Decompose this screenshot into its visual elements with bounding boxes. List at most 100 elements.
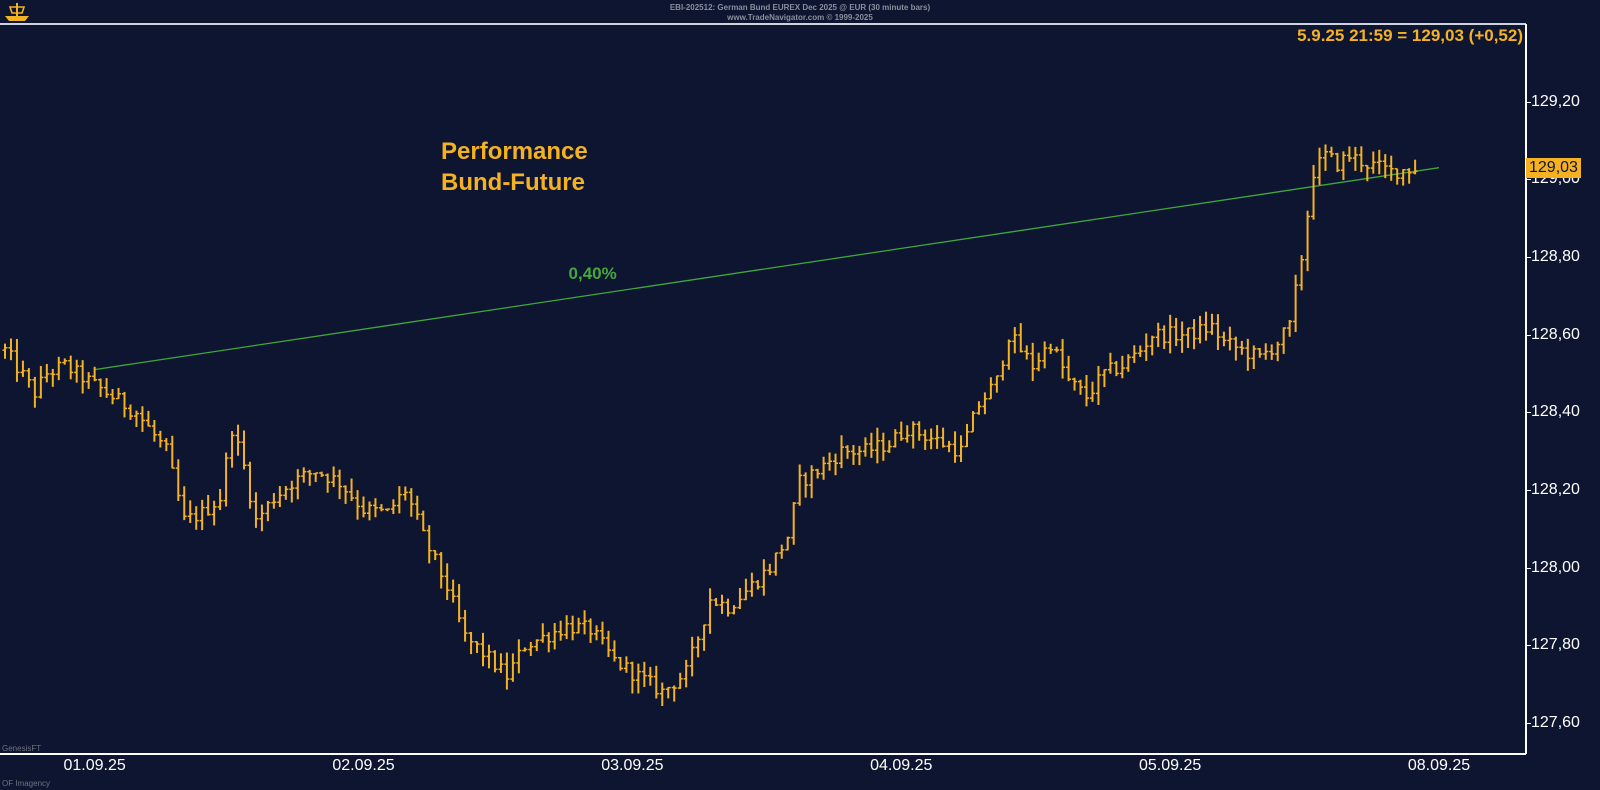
ohlc-bar [594, 625, 600, 641]
ohlc-bar [223, 452, 229, 507]
y-tick-label: 129,20 [1531, 92, 1580, 110]
ohlc-bar [809, 465, 815, 499]
ohlc-bar [193, 506, 199, 530]
ohlc-bar [719, 594, 725, 614]
ohlc-bar [1060, 339, 1066, 379]
ohlc-bar [420, 510, 426, 532]
ohlc-bar [844, 445, 850, 459]
ohlc-bar [1173, 317, 1179, 347]
ohlc-bar [1215, 314, 1221, 351]
ohlc-bar [498, 653, 504, 673]
x-axis-line [0, 753, 1526, 755]
ohlc-bar [289, 480, 295, 503]
x-tick-label: 04.09.25 [870, 757, 933, 774]
ohlc-bar [617, 656, 623, 671]
ohlc-bar [271, 492, 277, 509]
ohlc-bar [1012, 327, 1018, 354]
ohlc-bar [653, 665, 659, 699]
ohlc-bar [1263, 343, 1269, 360]
ohlc-bar [850, 445, 856, 465]
ohlc-bar [982, 392, 988, 415]
ohlc-bar [815, 468, 821, 479]
ohlc-bar [492, 650, 498, 673]
ohlc-bar [1125, 354, 1131, 372]
ohlc-bar [408, 488, 414, 517]
ohlc-bar [1346, 146, 1352, 162]
ohlc-bar [1203, 311, 1209, 341]
ohlc-bar [910, 421, 916, 449]
ohlc-bar [32, 376, 38, 408]
y-tick-label: 128,80 [1531, 247, 1580, 265]
ohlc-bar [755, 580, 761, 590]
ohlc-bar [1352, 146, 1358, 171]
ohlc-bar [50, 368, 56, 387]
performance-trendline [94, 167, 1440, 371]
ohlc-bar [1400, 168, 1406, 186]
ohlc-bar [253, 492, 259, 528]
ohlc-bar [779, 544, 785, 559]
price-chart[interactable] [0, 24, 1526, 754]
ohlc-bar [337, 469, 343, 500]
ohlc-bar [1394, 167, 1400, 185]
ohlc-bar [582, 610, 588, 635]
ohlc-bar [396, 486, 402, 514]
ohlc-bar [952, 431, 958, 463]
ohlc-bar [456, 584, 462, 623]
last-price-marker: 129,03 [1526, 157, 1581, 178]
ohlc-bar [1197, 315, 1203, 344]
ohlc-bar [1287, 320, 1293, 337]
ohlc-bar [127, 404, 133, 420]
ohlc-bar [1376, 149, 1382, 175]
ohlc-bar [1281, 327, 1287, 354]
ohlc-bar [169, 435, 175, 469]
ohlc-bar [1006, 339, 1012, 370]
ohlc-bar [1161, 325, 1167, 350]
ohlc-bar [8, 338, 14, 361]
ohlc-bar [743, 578, 749, 601]
ohlc-bar [946, 440, 952, 453]
y-tick-label: 128,40 [1531, 403, 1580, 421]
ohlc-bar [880, 432, 886, 461]
ohlc-bar [964, 423, 970, 448]
ohlc-bar [797, 464, 803, 506]
ohlc-bar [450, 579, 456, 603]
ohlc-bar [133, 410, 139, 428]
ohlc-bar [80, 360, 86, 394]
ohlc-bar [629, 661, 635, 694]
ohlc-bar [1412, 159, 1418, 175]
ohlc-bar [605, 630, 611, 658]
ohlc-bar [426, 525, 432, 564]
ohlc-bar [1072, 377, 1078, 391]
ohlc-bar [564, 615, 570, 640]
y-tick-label: 128,00 [1531, 558, 1580, 576]
ohlc-bar [833, 453, 839, 476]
ohlc-bar [199, 499, 205, 531]
y-tick-label: 128,20 [1531, 480, 1580, 498]
y-tick-mark [1526, 412, 1531, 414]
ohlc-bar [313, 472, 319, 483]
ohlc-bar [1322, 144, 1328, 171]
ohlc-bar [163, 438, 169, 452]
trendline-label: 0,40% [568, 264, 617, 284]
ohlc-bar [110, 389, 116, 405]
ohlc-bar [86, 372, 92, 389]
ohlc-bar [1089, 381, 1095, 402]
x-tick-label: 02.09.25 [332, 757, 395, 774]
ohlc-bar [749, 572, 755, 597]
ohlc-bar [139, 406, 145, 432]
ohlc-bar [1406, 168, 1412, 184]
ohlc-bar [1119, 355, 1125, 379]
ohlc-bar [474, 641, 480, 653]
ohlc-bar [874, 427, 880, 464]
ohlc-bar [247, 461, 253, 509]
chart-title-line-1: Performance [441, 138, 588, 165]
ohlc-bar [898, 421, 904, 441]
ohlc-bar [277, 486, 283, 508]
ohlc-bar [235, 424, 241, 456]
ohlc-bar [349, 478, 355, 502]
ohlc-bar [361, 496, 367, 518]
ohlc-bar [211, 500, 217, 526]
ohlc-bar [1018, 323, 1024, 353]
ohlc-bar [868, 432, 874, 458]
ohlc-bar [623, 656, 629, 673]
